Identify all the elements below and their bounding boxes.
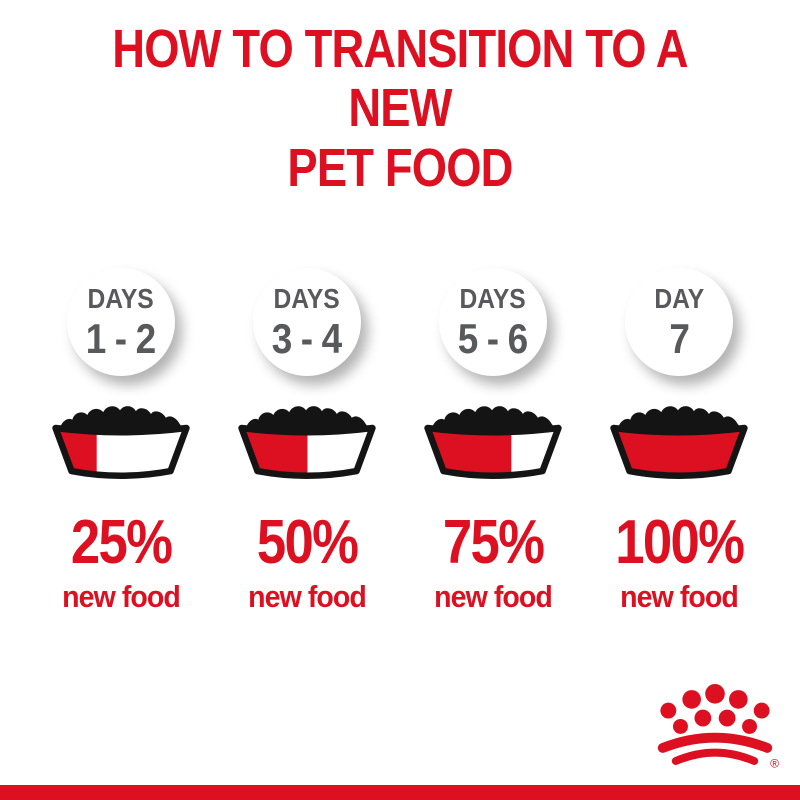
step-day-7: DAY 7 100% new food (586, 268, 772, 612)
title-line-1: HOW TO TRANSITION TO A NEW (112, 19, 688, 139)
kibble-bowl-icon (604, 400, 754, 486)
day-badge: DAYS 3 - 4 (253, 268, 361, 376)
day-badge: DAY 7 (625, 268, 733, 376)
kibble-bowl-icon (46, 400, 196, 486)
kibble-bowl-icon (418, 400, 568, 486)
new-food-label: new food (620, 579, 739, 614)
new-food-label: new food (62, 579, 181, 614)
registered-trademark-symbol: ® (770, 757, 779, 771)
day-badge-label: DAYS (87, 282, 155, 314)
step-days-1-2: DAYS 1 - 2 25% new food (28, 268, 214, 612)
day-badge-range: 1 - 2 (86, 314, 156, 362)
percent-label: 25% (70, 508, 173, 577)
day-badge-range: 3 - 4 (272, 314, 342, 362)
day-badge-label: DAY (654, 282, 704, 314)
page-title: HOW TO TRANSITION TO A NEW PET FOOD (64, 19, 736, 198)
day-badge: DAYS 5 - 6 (439, 268, 547, 376)
day-badge-label: DAYS (273, 282, 341, 314)
transition-steps-row: DAYS 1 - 2 25% new food DAYS 3 - 4 (28, 268, 772, 612)
percent-label: 75% (442, 508, 545, 577)
step-days-3-4: DAYS 3 - 4 50% new food (214, 268, 400, 612)
royal-canin-crown-icon: ® (645, 677, 785, 775)
new-food-label: new food (434, 579, 553, 614)
title-line-2: PET FOOD (287, 137, 513, 198)
percent-label: 100% (614, 508, 745, 577)
kibble-bowl-icon (232, 400, 382, 486)
day-badge: DAYS 1 - 2 (67, 268, 175, 376)
step-days-5-6: DAYS 5 - 6 75% new food (400, 268, 586, 612)
footer-red-bar (0, 785, 800, 800)
day-badge-range: 7 (669, 314, 690, 362)
percent-label: 50% (256, 508, 359, 577)
day-badge-range: 5 - 6 (458, 314, 528, 362)
new-food-label: new food (248, 579, 367, 614)
day-badge-label: DAYS (459, 282, 527, 314)
